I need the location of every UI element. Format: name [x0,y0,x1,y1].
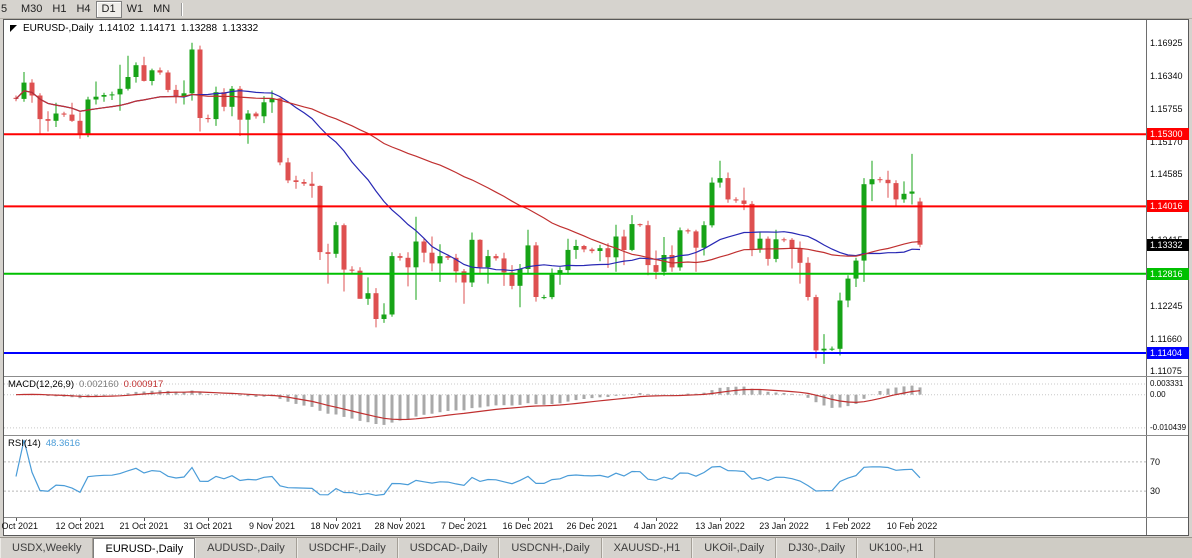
rsi-plot[interactable] [4,436,1146,517]
date-tick [144,518,145,521]
date-tick [16,518,17,521]
date-tick [720,518,721,521]
rsi-title: RSI(14) 48.3616 [8,438,80,449]
date-label: 4 Jan 2022 [633,521,679,531]
chart-window: EURUSD-,Daily 1.14102 1.14171 1.13288 1.… [0,19,1189,536]
date-label: 9 Nov 2021 [248,521,296,531]
rsi-label: RSI(14) [8,438,41,449]
macd-title: MACD(12,26,9) 0.002160 0.000917 [8,379,163,390]
macd-plot[interactable] [4,377,1146,435]
period-button-h4[interactable]: H4 [76,2,91,15]
tab-usdx-weekly[interactable]: USDX,Weekly [0,538,94,558]
rsi-value: 48.3616 [45,438,81,449]
price-level-badge: 1.11404 [1147,347,1189,359]
period-button-group: 5 M30 H1 H4 D1 W1 MN [0,0,175,18]
price-chart-plot[interactable] [4,20,1146,376]
macd-axis-label: -0.010439 [1150,422,1187,432]
date-tick [464,518,465,521]
date-label: 16 Dec 2021 [502,521,554,531]
date-tick [208,518,209,521]
price-level-badge: 1.12816 [1147,267,1189,280]
tab-xauusd-h1[interactable]: XAUUSD-,H1 [601,538,693,558]
price-axis-label: 1.15755 [1150,103,1183,114]
period-button-5[interactable]: 5 [0,2,8,15]
toolbar-divider [181,2,184,16]
period-button-h1[interactable]: H1 [52,2,67,15]
tab-dj30-daily[interactable]: DJ30-,Daily [776,538,857,558]
date-tick [912,518,913,521]
date-label: 12 Oct 2021 [55,521,105,531]
tab-usdcad-daily[interactable]: USDCAD-,Daily [397,538,500,558]
rsi-axis[interactable]: 70 30 [1146,436,1188,517]
price-axis[interactable]: 1.16925 1.16340 1.15755 1.15170 1.14585 1.140… [1146,20,1189,377]
date-tick [848,518,849,521]
ohlc-low: 1.13288 [180,23,218,34]
price-axis-label: 1.16340 [1150,70,1183,81]
price-axis-label: 1.12245 [1150,300,1183,311]
macd-axis-label: 0.00 [1150,389,1166,399]
date-label: 26 Dec 2021 [566,521,618,531]
date-label: 28 Nov 2021 [374,521,426,531]
period-button-m30[interactable]: M30 [21,2,43,15]
period-toolbar: 5 M30 H1 H4 D1 W1 MN [0,0,1192,19]
tab-audusd-daily[interactable]: AUDUSD-,Daily [195,538,297,558]
date-tick [336,518,337,521]
date-label: 23 Jan 2022 [759,521,809,531]
date-tick [592,518,593,521]
price-axis-label: 1.11075 [1150,366,1182,377]
tab-eurusd-daily[interactable]: EURUSD-,Daily [93,538,196,558]
rsi-panel: RSI(14) 48.3616 70 30 [4,436,1188,518]
date-label: 21 Oct 2021 [119,521,169,531]
tab-usdcnh-daily[interactable]: USDCNH-,Daily [499,538,602,558]
tab-ukoil-daily[interactable]: UKOil-,Daily [692,538,777,558]
ohlc-high: 1.14171 [139,23,176,34]
date-label: 7 Dec 2021 [440,521,488,531]
period-button-d1[interactable]: D1 [95,0,122,18]
date-tick [272,518,273,521]
date-label: 13 Jan 2022 [695,521,745,531]
price-axis-label: 1.11660 [1150,333,1182,344]
date-tick [656,518,657,521]
price-chart-panel: EURUSD-,Daily 1.14102 1.14171 1.13288 1.… [4,20,1189,377]
date-axis-corner [1146,518,1188,535]
price-axis-label: 1.15170 [1150,136,1183,147]
period-button-mn[interactable]: MN [153,2,171,15]
rsi-axis-label: 70 [1150,456,1161,467]
chart-tab-bar: USDX,Weekly EURUSD-,Daily AUDUSD-,Daily USD… [0,537,1192,558]
price-axis-label: 1.16925 [1150,38,1183,49]
ohlc-open: 1.14102 [98,23,135,34]
ohlc-close: 1.13332 [222,23,259,34]
date-axis[interactable]: 3 Oct 2021 12 Oct 2021 21 Oct 2021 31 Oct 2… [0,518,1188,535]
date-label: 18 Nov 2021 [310,521,362,531]
tab-usdchf-daily[interactable]: USDCHF-,Daily [296,538,398,558]
macd-value-signal: 0.000917 [123,379,164,390]
chart-symbol-label: EURUSD-,Daily [23,23,94,34]
date-label: 1 Feb 2022 [825,521,871,531]
period-button-w1[interactable]: W1 [126,2,144,15]
price-level-badge: 1.14016 [1147,200,1189,213]
macd-panel: MACD(12,26,9) 0.002160 0.000917 0.003331… [4,377,1188,436]
tab-uk100-h1[interactable]: UK100-,H1 [856,538,936,558]
price-level-badge: 1.15300 [1147,128,1189,141]
date-tick [528,518,529,521]
date-label: 10 Feb 2022 [886,521,938,531]
rsi-axis-label: 30 [1150,486,1161,497]
chart-title: EURUSD-,Daily 1.14102 1.14171 1.13288 1.… [10,23,258,34]
macd-axis-label: 0.003331 [1150,379,1184,389]
chart-marker-icon [10,25,17,32]
macd-label: MACD(12,26,9) [8,379,74,390]
date-tick [400,518,401,521]
macd-axis[interactable]: 0.003331 0.00 -0.010439 [1146,377,1188,435]
price-level-badge: 1.13332 [1147,238,1189,251]
price-axis-label: 1.14585 [1150,169,1183,180]
date-tick [784,518,785,521]
macd-value-main: 0.002160 [79,379,119,390]
date-label: 3 Oct 2021 [0,521,39,531]
date-label: 31 Oct 2021 [183,521,233,531]
date-tick [80,518,81,521]
